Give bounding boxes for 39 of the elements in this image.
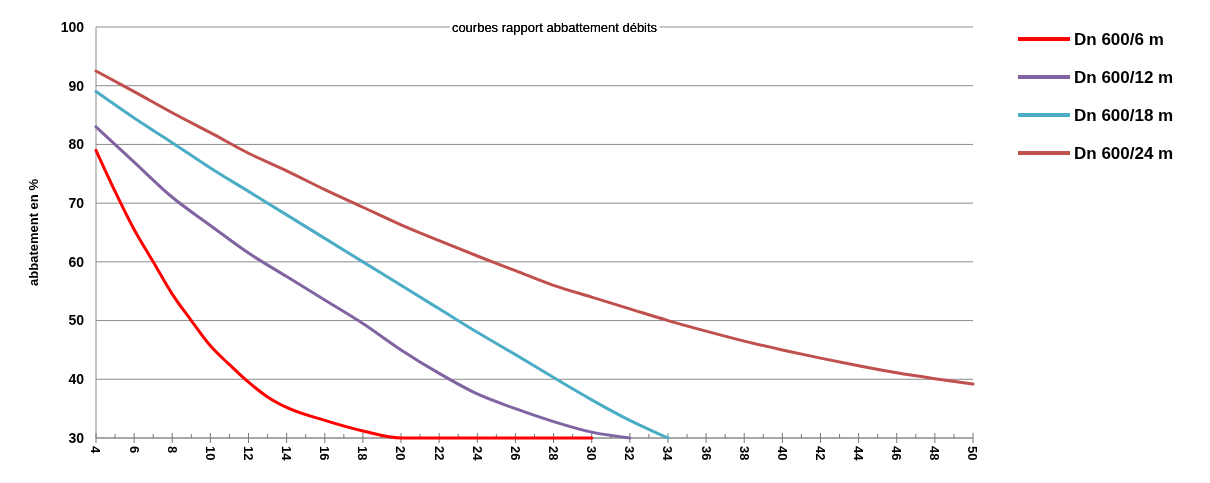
x-tick-label: 48	[927, 446, 943, 461]
x-tick-label: 30	[584, 446, 600, 461]
y-tick-label: 90	[68, 77, 85, 94]
x-tick-label: 36	[698, 446, 714, 461]
y-tick-label: 70	[68, 195, 85, 212]
x-tick-label: 20	[393, 446, 409, 461]
x-tick-label: 46	[889, 446, 905, 461]
y-tick-label: 80	[68, 136, 85, 153]
chart-title: courbes rapport abbattement débits	[451, 19, 658, 35]
x-tick-label: 6	[126, 446, 142, 454]
x-tick-label: 16	[317, 446, 333, 461]
y-axis-title: abbatement en %	[26, 178, 41, 286]
x-tick-label: 8	[164, 446, 180, 454]
x-tick-label: 18	[355, 446, 371, 461]
x-tick-label: 44	[851, 446, 867, 462]
y-tick-label: 60	[68, 253, 85, 270]
x-tick-label: 10	[202, 446, 218, 461]
y-tick-label: 50	[68, 312, 85, 329]
x-tick-label: 28	[546, 446, 562, 461]
x-tick-label: 4	[88, 446, 104, 454]
x-tick-label: 42	[812, 446, 828, 461]
y-tick-label: 100	[60, 18, 85, 35]
x-tick-label: 12	[240, 446, 256, 461]
x-tick-label: 24	[469, 446, 485, 462]
x-tick-label: 32	[622, 446, 638, 461]
line-series	[94, 69, 975, 386]
x-tick-label: 26	[507, 446, 523, 461]
x-tick-label: 40	[774, 446, 790, 461]
x-tick-label: 38	[736, 446, 752, 461]
legend-label: Dn 600/24 m	[1074, 143, 1174, 163]
x-tick-label: 34	[660, 446, 676, 462]
x-tick-label: 50	[965, 446, 981, 461]
line-series	[94, 90, 670, 440]
legend-label: Dn 600/18 m	[1074, 105, 1174, 125]
y-tick-label: 40	[68, 371, 85, 388]
x-tick-label: 22	[431, 446, 447, 461]
legend-label: Dn 600/12 m	[1074, 67, 1174, 87]
x-tick-label: 14	[279, 446, 295, 462]
legend-label: Dn 600/6 m	[1074, 29, 1164, 49]
